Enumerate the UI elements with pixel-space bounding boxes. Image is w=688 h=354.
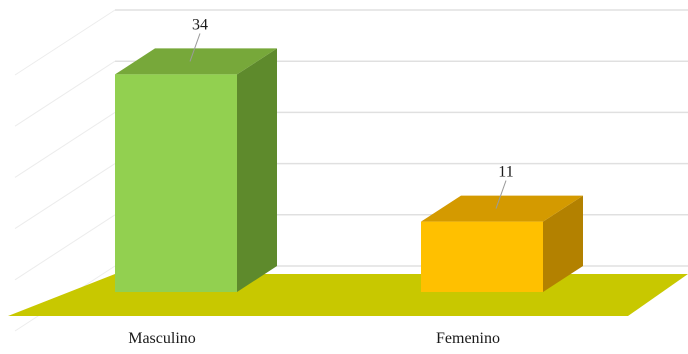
category-label: Femenino [436, 330, 500, 347]
data-label: 11 [498, 164, 513, 181]
data-labels: 34 11 [189, 16, 514, 209]
bar-top-face [115, 48, 277, 75]
bar-side-face [237, 48, 277, 293]
chart-floor [8, 274, 688, 316]
side-gridline [14, 111, 116, 178]
bar-masculino [115, 48, 277, 293]
data-label: 34 [192, 16, 208, 33]
side-gridline [14, 163, 116, 230]
bar-side-face [543, 195, 583, 292]
data-label-leader [495, 180, 507, 209]
side-gridline [14, 214, 116, 281]
category-label: Masculino [128, 330, 196, 347]
bar-front-face [115, 74, 237, 293]
side-gridline [14, 60, 116, 127]
data-label-leader [189, 33, 201, 62]
category-labels: Masculino Femenino [128, 330, 500, 347]
bar-front-face [421, 221, 543, 292]
bars [115, 48, 583, 293]
side-gridline [14, 9, 116, 76]
bar-femenino [421, 195, 583, 292]
bar-top-face [421, 195, 583, 222]
